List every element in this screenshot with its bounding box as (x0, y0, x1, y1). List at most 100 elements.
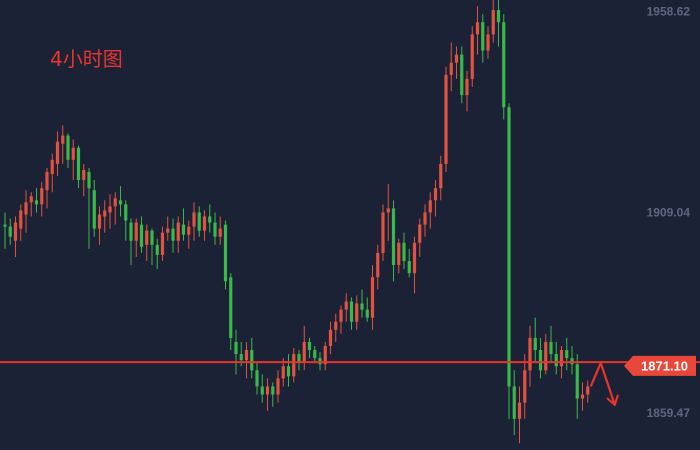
candle-body (265, 386, 270, 395)
candle (113, 192, 117, 225)
candle (108, 194, 112, 229)
candle-body (418, 224, 422, 243)
candle (554, 341, 558, 375)
candle (381, 204, 385, 262)
timeframe-label: 4小时图 (50, 47, 123, 71)
projection-arrow (589, 361, 616, 406)
candle-body (213, 222, 217, 237)
candle-body (412, 242, 417, 274)
candle-body (29, 196, 33, 203)
candle-body (423, 212, 427, 225)
candle (82, 163, 86, 197)
candle-body (113, 198, 117, 207)
candle (181, 208, 186, 241)
candle (61, 125, 65, 164)
candle-body (239, 354, 243, 361)
candle (465, 70, 469, 112)
candle (50, 153, 54, 193)
candle (565, 337, 569, 371)
candle (349, 297, 354, 330)
candle-body (465, 78, 469, 96)
candle (528, 325, 532, 387)
candle (40, 182, 44, 217)
candle (412, 236, 417, 294)
candle-body (134, 222, 138, 241)
candle-body (365, 309, 369, 318)
candle-body (118, 200, 123, 205)
candle (496, 0, 501, 47)
candle-body (580, 394, 585, 399)
candle-body (386, 208, 390, 213)
candle (502, 14, 506, 120)
candle (523, 354, 527, 419)
candle (229, 273, 233, 351)
candle-body (97, 214, 102, 229)
candle (475, 6, 480, 55)
candle-body (334, 321, 338, 330)
candle (549, 325, 553, 363)
candle-body (40, 188, 44, 205)
candle-body (281, 366, 285, 379)
candle-body (150, 230, 154, 245)
candle-body (491, 10, 495, 35)
candle (402, 232, 406, 270)
candle-body (255, 370, 259, 387)
candle (297, 350, 301, 371)
candle-body (439, 163, 443, 189)
candle (8, 218, 12, 245)
candle (29, 192, 33, 217)
candle (339, 305, 343, 334)
projection-arrow-head (606, 394, 619, 407)
candle (360, 289, 364, 318)
candle (24, 190, 28, 233)
candle (344, 293, 348, 322)
candle (580, 382, 585, 411)
y-tick-label: 1909.04 (647, 205, 691, 219)
candle-body (87, 171, 91, 189)
candle (418, 218, 422, 257)
candle-body (407, 261, 411, 274)
candle-body (302, 341, 306, 363)
candle (486, 26, 490, 59)
candle (286, 354, 291, 387)
candle (512, 370, 516, 436)
candle-body (34, 200, 39, 205)
candle-body (559, 350, 564, 367)
candle-body (66, 135, 70, 160)
candle-body (223, 224, 228, 282)
candle (118, 186, 123, 217)
candle (570, 345, 574, 375)
candle (160, 226, 165, 262)
candle (187, 220, 191, 249)
candle-body (124, 204, 128, 221)
candle (92, 180, 96, 237)
candle (55, 131, 60, 177)
candle-body (271, 386, 275, 395)
candle (166, 216, 170, 241)
candle (386, 184, 390, 241)
candle-body (475, 22, 480, 35)
candle-body (218, 228, 222, 237)
candle-body (402, 242, 406, 262)
candle-body (570, 358, 574, 365)
candles-layer (3, 0, 590, 444)
candle-body (82, 169, 86, 181)
candle-body (155, 244, 159, 255)
candle (124, 200, 128, 241)
candle (423, 204, 427, 237)
candle (213, 212, 217, 245)
candle-body (187, 226, 191, 235)
candle (19, 204, 23, 241)
candle (208, 204, 212, 233)
candle (444, 66, 448, 172)
candle (323, 341, 327, 371)
candle-body (397, 242, 401, 266)
candle-body (549, 341, 553, 355)
candle-body (229, 277, 233, 338)
candle-body (108, 206, 112, 213)
candle (260, 374, 264, 403)
candle-body (181, 224, 186, 235)
candle (507, 103, 511, 419)
candle (407, 248, 411, 278)
